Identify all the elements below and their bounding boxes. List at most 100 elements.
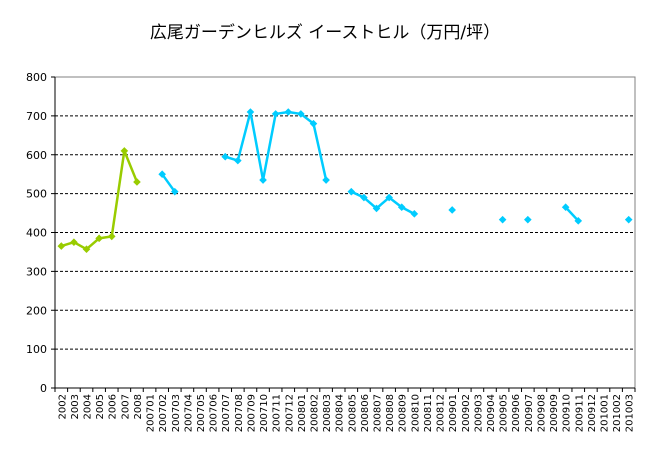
x-tick-label: 200801 <box>297 394 308 432</box>
x-tick-label: 200910 <box>562 394 573 432</box>
y-tick-label: 500 <box>26 188 47 201</box>
gridlines <box>55 76 635 350</box>
data-point <box>57 242 66 250</box>
series-line-segment <box>236 110 252 162</box>
y-tick-label: 300 <box>26 265 47 278</box>
x-tick-label: 200711 <box>272 394 283 432</box>
x-tick-label: 200707 <box>221 394 232 432</box>
x-tick-label: 201001 <box>599 394 610 432</box>
x-tick-label: 200704 <box>183 394 194 432</box>
data-point <box>410 210 419 218</box>
y-tick-label: 600 <box>26 149 47 162</box>
x-tick-label: 200806 <box>360 394 371 432</box>
series-line-segment <box>312 122 328 182</box>
x-tick-label: 200809 <box>398 394 409 432</box>
x-tick-label: 200701 <box>146 394 157 432</box>
series-line-segment <box>375 196 391 210</box>
x-tick-label: 200804 <box>335 394 346 432</box>
series-line-segment <box>110 149 126 238</box>
x-tick-label: 200709 <box>246 394 257 432</box>
series-line-segment <box>249 110 265 182</box>
x-tick-label: 200712 <box>284 394 295 432</box>
data-point <box>170 187 179 196</box>
series-line-segment <box>160 172 177 193</box>
data-point <box>271 110 280 118</box>
x-tick-label: 200703 <box>171 394 182 432</box>
x-tick-label: 200810 <box>410 394 421 432</box>
data-point <box>498 215 507 224</box>
y-tick-label: 200 <box>26 304 47 317</box>
x-tick-label: 200805 <box>347 394 358 432</box>
x-tick-label: 200705 <box>196 394 207 432</box>
series-line-segment <box>362 196 378 210</box>
x-tick-label: 200808 <box>385 394 396 432</box>
chart-title: 広尾ガーデンヒルズ イーストヒル（万円/坪） <box>149 23 501 43</box>
data-point <box>561 203 570 212</box>
x-tick-label: 200811 <box>423 394 434 432</box>
y-tick-label: 0 <box>40 382 47 395</box>
x-tick-label: 201003 <box>625 394 636 432</box>
data-point <box>234 156 242 165</box>
series-line-segment <box>123 149 139 184</box>
data-point <box>297 110 305 118</box>
data-point <box>120 147 129 155</box>
x-tick-label: 2005 <box>95 394 106 419</box>
x-tick-label: 2002 <box>57 394 68 419</box>
x-tick-label: 2004 <box>83 394 94 419</box>
y-tick-label: 800 <box>26 71 47 84</box>
data-point <box>574 217 583 225</box>
x-tick-label: 200911 <box>574 394 585 432</box>
x-tick-label: 200907 <box>524 394 535 432</box>
x-tick-label: 200912 <box>587 394 598 432</box>
data-point <box>309 119 318 128</box>
series-line-segment <box>261 112 277 182</box>
y-tick-label: 700 <box>26 110 47 123</box>
x-tick-label: 200803 <box>322 394 333 432</box>
data-point <box>624 215 633 224</box>
data-point <box>246 108 255 116</box>
x-tick-label: 200904 <box>486 394 497 432</box>
x-tick-label: 200903 <box>473 394 484 432</box>
data-point <box>158 170 166 178</box>
x-tick-label: 200901 <box>448 394 459 432</box>
x-tick-label: 2003 <box>70 394 81 419</box>
data-point <box>95 234 103 243</box>
series-line-segment <box>85 237 101 251</box>
x-tick-label: 200702 <box>158 394 169 432</box>
x-tick-label: 200807 <box>373 394 384 432</box>
x-tick-label: 2006 <box>108 394 119 419</box>
x-tick-label: 200706 <box>209 394 220 432</box>
x-tick-label: 200802 <box>309 394 320 432</box>
series-line-segment <box>564 205 580 223</box>
x-tick-label: 200908 <box>536 394 547 432</box>
x-tick-label: 2007 <box>120 394 131 419</box>
x-tick-label: 200812 <box>436 394 447 432</box>
x-tick-label: 200902 <box>461 394 472 432</box>
data-point <box>259 176 267 184</box>
series <box>57 108 633 254</box>
data-point <box>107 232 116 241</box>
data-point <box>360 193 368 202</box>
data-point <box>322 176 330 184</box>
x-tick-label: 2008 <box>133 394 144 419</box>
data-point <box>82 245 91 254</box>
x-tick-label: 200708 <box>234 394 245 432</box>
x-tick-label: 200710 <box>259 394 270 432</box>
x-tick-label: 201002 <box>612 394 623 432</box>
data-point <box>385 193 393 202</box>
y-tick-label: 100 <box>26 343 47 356</box>
data-point <box>347 187 356 196</box>
x-tick-label: 200905 <box>499 394 510 432</box>
x-tick-label: 200909 <box>549 394 560 432</box>
data-point <box>448 206 456 214</box>
data-point <box>70 238 78 247</box>
data-point <box>397 203 406 212</box>
x-tick-label: 200906 <box>511 394 522 432</box>
data-point <box>284 108 293 116</box>
data-point <box>524 215 532 224</box>
data-point <box>133 178 141 186</box>
data-point <box>372 204 381 213</box>
y-tick-label: 400 <box>26 227 47 240</box>
